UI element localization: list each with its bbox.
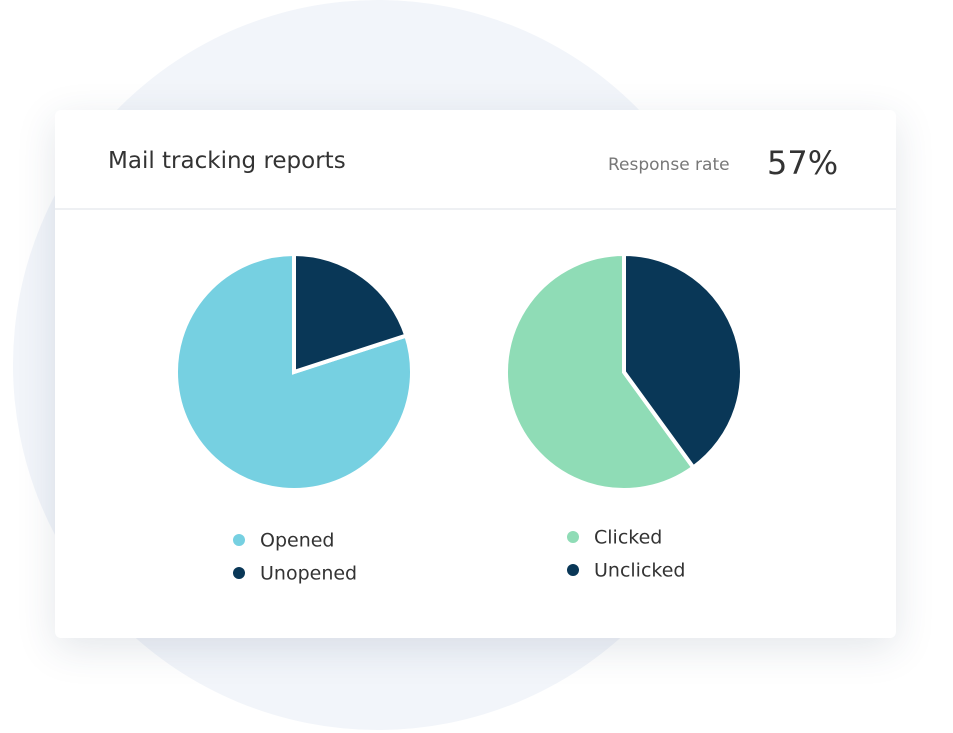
legend-label: Clicked bbox=[594, 527, 662, 549]
pie-slice bbox=[292, 251, 409, 375]
response-rate-label: Response rate bbox=[608, 155, 730, 175]
pie-slice bbox=[622, 251, 744, 471]
legend-dot bbox=[567, 564, 579, 576]
card-header: Mail tracking reports Response rate 57% bbox=[55, 110, 896, 210]
legend-dot bbox=[567, 531, 579, 543]
pie-slice bbox=[174, 251, 414, 492]
legend-dot bbox=[233, 534, 245, 546]
card-title: Mail tracking reports bbox=[108, 148, 346, 174]
legend-dot bbox=[233, 567, 245, 579]
legend-label: Unopened bbox=[260, 563, 357, 585]
legend-label: Opened bbox=[260, 530, 335, 552]
legend-label: Unclicked bbox=[594, 560, 685, 582]
response-rate-value: 57% bbox=[767, 144, 839, 182]
pie-slice bbox=[504, 251, 697, 492]
